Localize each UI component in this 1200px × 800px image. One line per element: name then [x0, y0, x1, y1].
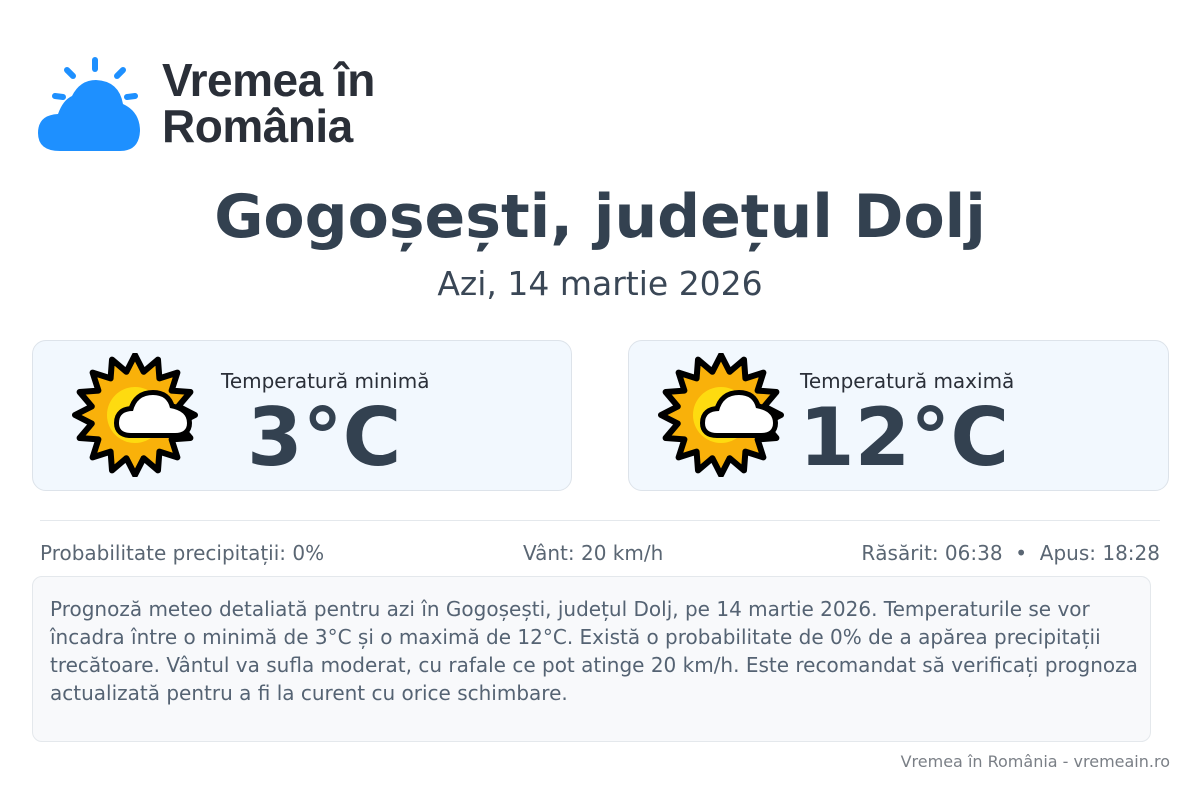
- forecast-date: Azi, 14 martie 2026: [437, 264, 763, 303]
- min-temp-card: Temperatură minimă 3°C: [32, 340, 572, 491]
- partly-sunny-icon: [72, 353, 198, 477]
- wind-speed: Vânt: 20 km/h: [523, 541, 664, 565]
- cloud-sun-logo-icon: [38, 57, 140, 151]
- sunrise-sunset: Răsărit: 06:38 • Apus: 18:28: [861, 541, 1160, 565]
- forecast-description: Prognoză meteo detaliată pentru azi în G…: [32, 576, 1151, 742]
- min-temp-label: Temperatură minimă: [221, 369, 430, 393]
- divider: [40, 520, 1160, 521]
- max-temp-label: Temperatură maximă: [800, 369, 1015, 393]
- max-temp-value: 12°C: [799, 391, 1010, 484]
- logo-line-1: Vremea în: [162, 54, 375, 106]
- max-temp-card: Temperatură maximă 12°C: [628, 340, 1169, 491]
- logo-line-2: România: [162, 100, 353, 152]
- page-title: Gogoșești, județul Dolj: [214, 182, 986, 252]
- logo[interactable]: Vremea în România: [36, 54, 375, 152]
- footer-credit[interactable]: Vremea în România - vremeain.ro: [900, 752, 1170, 771]
- precipitation-probability: Probabilitate precipitații: 0%: [40, 541, 325, 565]
- min-temp-value: 3°C: [247, 391, 402, 484]
- partly-sunny-icon: [658, 353, 784, 477]
